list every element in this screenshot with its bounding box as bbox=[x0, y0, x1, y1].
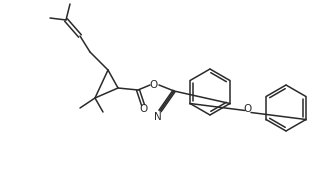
Text: O: O bbox=[244, 105, 252, 115]
Text: O: O bbox=[150, 80, 158, 90]
Text: N: N bbox=[154, 112, 162, 122]
Text: O: O bbox=[140, 104, 148, 114]
